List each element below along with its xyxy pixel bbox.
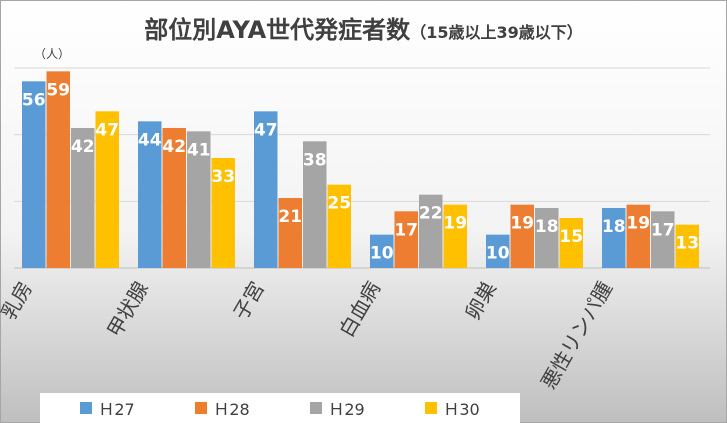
data-label: 18: [535, 217, 559, 237]
legend-item-h30: Ｈ30: [425, 396, 480, 420]
data-label: 47: [95, 120, 119, 140]
bar: [419, 194, 443, 268]
legend-label-h29: Ｈ29: [328, 400, 365, 419]
legend-swatch-h27: [80, 402, 93, 414]
y-unit-label: （人）: [34, 47, 71, 61]
category-label: 白血病: [334, 277, 385, 341]
data-label: 42: [71, 137, 95, 157]
data-label: 10: [486, 244, 510, 264]
data-label: 10: [370, 244, 394, 264]
data-label: 41: [187, 140, 211, 160]
data-label: 15: [559, 227, 583, 247]
bar: [675, 224, 699, 268]
legend-item-h29: Ｈ29: [310, 396, 365, 420]
data-label: 19: [443, 214, 467, 234]
data-label: 13: [675, 234, 699, 254]
bar: [22, 81, 46, 268]
bar: [535, 208, 559, 268]
data-label: 25: [327, 194, 351, 214]
bar: [46, 71, 70, 268]
data-label: 18: [602, 217, 626, 237]
bar: [211, 158, 235, 268]
bar: [138, 121, 162, 268]
legend-item-h27: Ｈ27: [80, 396, 135, 420]
bar: [626, 204, 650, 268]
data-label: 17: [394, 220, 418, 240]
chart-title: 部位別AYA世代発症者数（15歳以上39歳以下）: [0, 10, 727, 45]
data-label: 56: [22, 90, 46, 110]
bar: [486, 234, 510, 268]
data-label: 33: [211, 167, 235, 187]
bar: [510, 204, 534, 268]
legend-swatch-h30: [425, 402, 438, 414]
data-label: 19: [510, 214, 534, 234]
data-label: 21: [278, 207, 302, 227]
legend-swatch-h29: [310, 402, 323, 414]
chart-title-main: 部位別AYA世代発症者数: [144, 16, 411, 44]
data-label: 22: [419, 204, 443, 224]
bar: [162, 128, 186, 268]
bar: [651, 211, 675, 268]
bar: [278, 198, 302, 268]
bar: [327, 184, 351, 268]
bar: [443, 204, 467, 268]
bar: [95, 111, 119, 268]
bar: [254, 111, 278, 268]
bar: [303, 141, 327, 268]
legend-label-h28: Ｈ28: [213, 400, 250, 419]
bar: [370, 234, 394, 268]
data-label: 59: [46, 80, 70, 100]
category-label: 乳房: [0, 277, 37, 324]
data-label: 44: [138, 130, 162, 150]
bar: [394, 211, 418, 268]
bar: [71, 128, 95, 268]
category-label: 子宮: [228, 277, 269, 324]
category-label: 甲状腺: [102, 277, 153, 341]
legend: Ｈ27 Ｈ28 Ｈ29 Ｈ30: [40, 393, 520, 423]
chart-title-sub: （15歳以上39歳以下）: [410, 23, 583, 42]
data-label: 47: [254, 120, 278, 140]
bar: [187, 131, 211, 268]
legend-label-h30: Ｈ30: [443, 400, 480, 419]
legend-label-h27: Ｈ27: [98, 400, 135, 419]
bar: [559, 218, 583, 268]
data-label: 17: [651, 220, 675, 240]
data-label: 19: [626, 214, 650, 234]
data-label: 38: [303, 150, 327, 170]
bar: [602, 208, 626, 268]
category-label: 卵巣: [460, 277, 501, 324]
category-label: 悪性リンパ腫: [536, 277, 617, 393]
legend-item-h28: Ｈ28: [195, 396, 250, 420]
legend-swatch-h28: [195, 402, 208, 414]
data-label: 42: [162, 137, 186, 157]
